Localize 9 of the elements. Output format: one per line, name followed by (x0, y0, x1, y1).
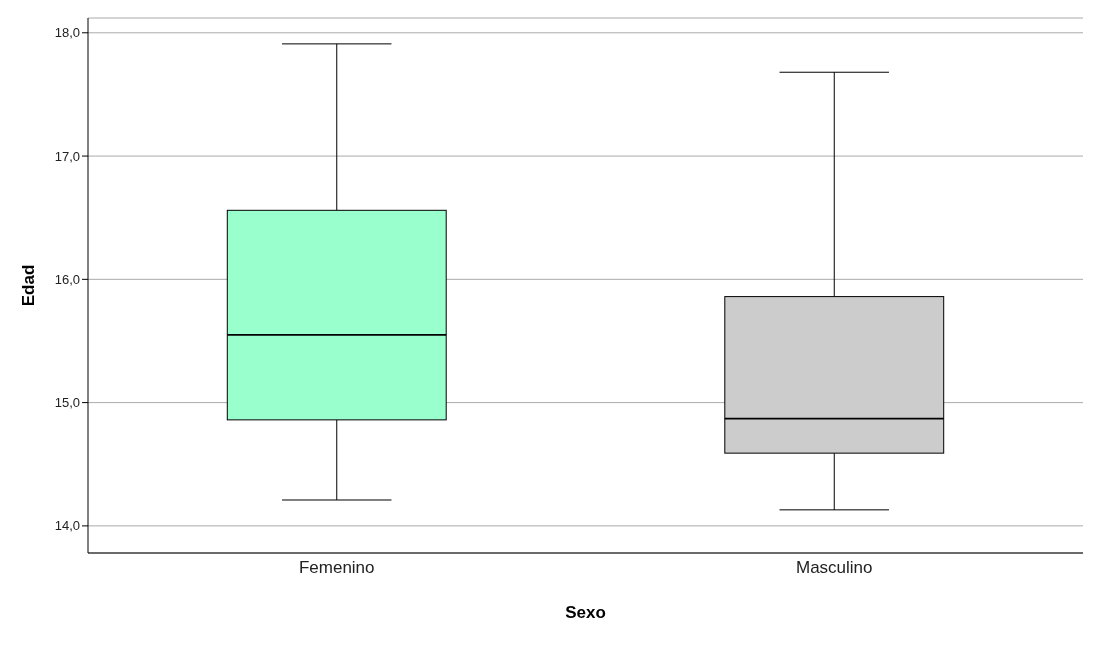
y-tick-label: 14,0 (54, 518, 80, 534)
x-axis-title: Sexo (565, 603, 606, 622)
y-tick-label: 15,0 (54, 395, 80, 411)
x-tick-label: Masculino (795, 558, 873, 578)
x-tick-label: Femenino (298, 558, 375, 578)
y-tick-label: 18,0 (54, 25, 80, 41)
y-tick-label: 16,0 (54, 271, 80, 287)
y-axis-title: Edad (19, 264, 39, 307)
y-tick-label: 17,0 (54, 148, 80, 164)
